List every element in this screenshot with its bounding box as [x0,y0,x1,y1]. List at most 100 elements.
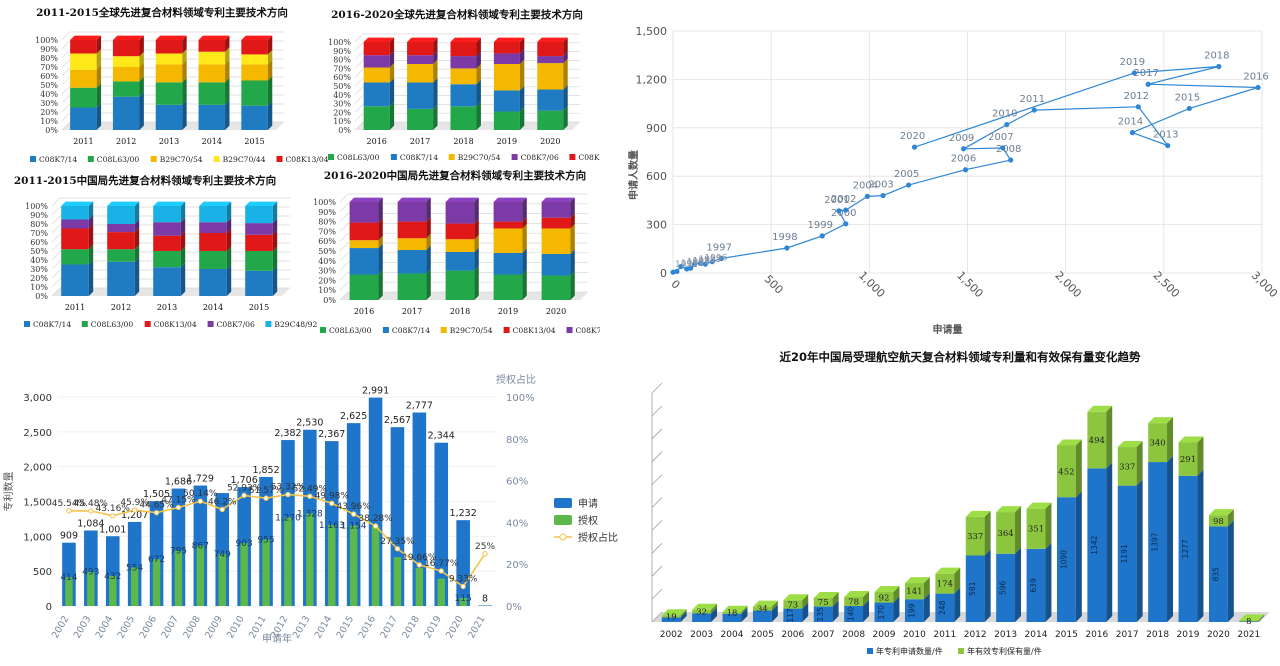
x-tick-label: 2012 [964,630,987,640]
valid-label: 337 [967,532,983,542]
bar-segment [112,40,140,57]
bar-segment-side [182,100,187,130]
legend-swatch [150,156,157,162]
grant-label: 1,328 [297,509,323,519]
point-label: 2019 [1120,57,1145,68]
bar-segment [61,264,89,296]
apply-label: 2,530 [296,418,323,429]
legend-label: 年专利申请数量/件 [876,646,943,656]
valid-bar-side [1015,506,1022,554]
grant-bar [109,575,117,606]
y-tick-label: 40% [40,90,58,99]
valid-bar-side [832,591,839,607]
grant-label: 903 [236,539,253,549]
y-tick-label: 30% [318,267,336,276]
ratio-point [438,568,444,574]
x-tick-label: 2003 [72,614,94,640]
apply-bar-side [1106,462,1113,622]
grant-bar [393,557,402,606]
gridline [61,49,71,59]
gridline [61,112,71,122]
bar-segment [107,232,135,250]
bar-segment [363,55,390,68]
y-tick-label: 30% [40,99,58,108]
bar-segment [70,69,97,88]
apply-bar [412,412,427,606]
apply-label: 1,729 [187,474,214,485]
valid-bar [1087,411,1107,469]
apply-bar-side [923,593,930,622]
bar-segment [541,228,571,254]
bar-segment-top [198,35,230,40]
bar-segment [445,251,475,271]
valid-bar [692,609,712,614]
bar-segment-top [493,197,527,202]
gridline [354,51,364,60]
y-tick-label: 50% [30,247,48,256]
point-label: 1991 [675,260,698,270]
bar-segment-side [272,246,278,271]
bar-segment [493,42,520,54]
valid-bar-side [923,577,930,600]
data-point [880,192,886,199]
valid-label: 18 [727,609,738,619]
bar-segment [445,270,475,300]
point-label: 2002 [831,194,856,205]
legend-swatch [554,498,572,508]
gridline [51,287,61,297]
valid-bar [1178,442,1198,476]
valid-bar [1117,447,1137,486]
bar-segment-top [493,37,525,42]
point-label: 1998 [772,232,797,243]
grant-label: 1,163 [319,521,345,531]
bar-segment-top [450,37,481,42]
gridline [51,242,61,252]
bar-segment [493,53,520,64]
point-label: 2016 [1243,71,1268,82]
bar-segment [450,68,477,85]
bar-segment-side [134,244,140,262]
y-tick-label: 10% [30,283,48,292]
y-tick-label: 3,000 [23,393,52,404]
y-tick-label: 1,000 [23,532,52,543]
y-tick-label: 0 [46,602,52,613]
valid-bar [1056,445,1076,498]
point-label: 2015 [1175,92,1200,103]
bar-segment [153,251,181,268]
valid-bar [996,512,1016,554]
gridline [354,95,364,104]
y-tick-label: 20% [333,108,351,117]
x-tick-label: 2018 [453,137,473,146]
gridline [354,86,364,96]
bar-segment-side [474,266,479,300]
data-point [906,182,912,188]
bar-segment [198,104,226,130]
apply-label: 2,367 [318,429,345,440]
bar-segment [155,64,183,83]
legend-swatch [382,327,389,333]
grant-bar [306,513,314,606]
chart-title: 2011-2015全球先进复合材料领域专利主要技术方向 [36,6,288,19]
apply-label: 1,706 [231,475,258,486]
apply-bar-side [954,587,961,622]
valid-bar-top [813,591,839,598]
ratio-label: 52.49% [293,484,328,494]
apply-label: 2,567 [384,415,411,426]
valid-bar [1239,620,1259,622]
bar-segment [349,202,379,223]
valid-bar-side [711,603,718,614]
x-tick-label: 2020 [1207,630,1230,640]
valid-bar-top [1026,502,1052,509]
bar-segment-side [474,197,479,224]
bar-segment [198,64,226,83]
gridline [651,428,663,440]
y-tick-label: 70% [333,64,351,73]
legend-label: B29C70/54 [160,155,203,164]
y-tick-label: 0% [35,292,48,301]
apply-label: 1397 [1151,532,1160,551]
x-tick-label: 0 [668,277,682,291]
valid-bar [813,597,833,607]
point-label: 2009 [949,133,974,144]
bar-segment-side [139,51,144,67]
apply-label: 581 [968,581,977,596]
